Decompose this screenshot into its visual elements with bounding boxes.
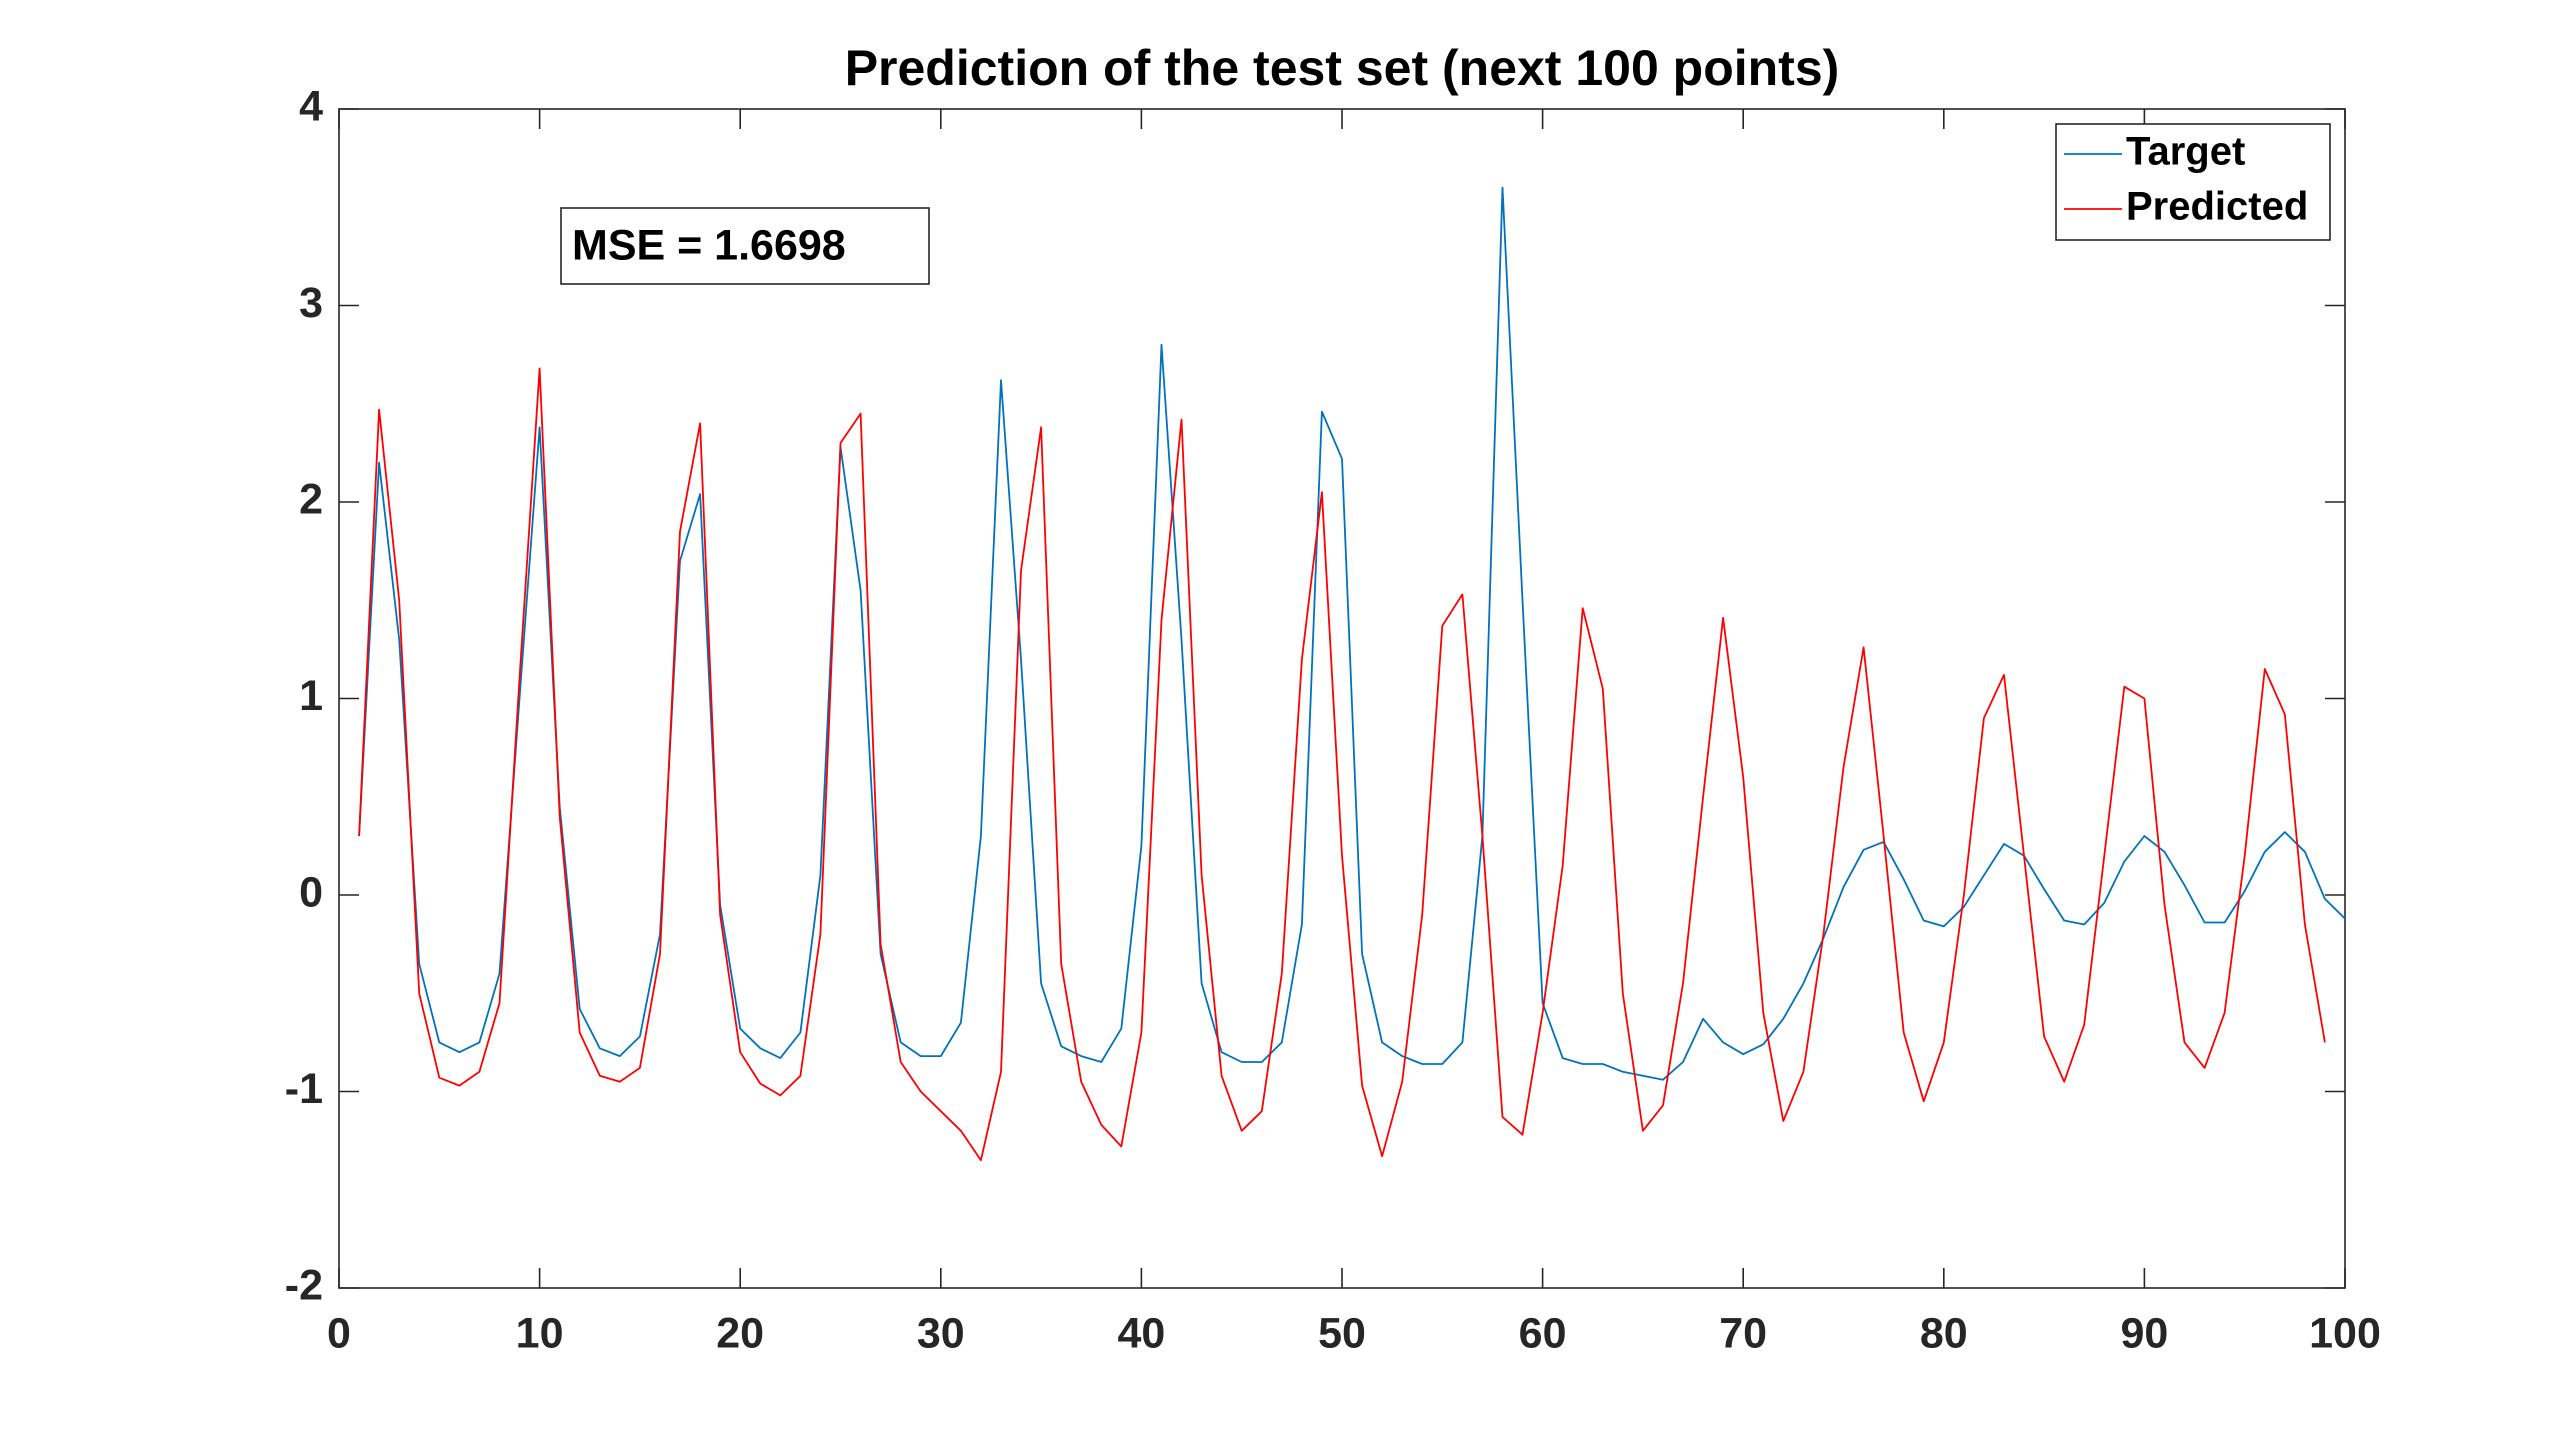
- plot-area: [338, 108, 2346, 1289]
- y-tick-label: -1: [285, 1065, 323, 1113]
- chart-title: Prediction of the test set (next 100 poi…: [845, 40, 1840, 96]
- x-tick-label: 20: [716, 1309, 764, 1357]
- y-tick-label: -2: [285, 1261, 323, 1309]
- x-tick-label: 90: [2120, 1309, 2168, 1357]
- annotation-box: [560, 207, 930, 285]
- x-tick-label: 100: [2309, 1309, 2381, 1357]
- legend-box: [2055, 123, 2331, 241]
- x-tick-label: 70: [1719, 1309, 1767, 1357]
- y-tick-label: 2: [299, 475, 323, 523]
- x-tick-label: 80: [1920, 1309, 1968, 1357]
- x-tick-label: 40: [1117, 1309, 1165, 1357]
- x-tick-label: 10: [516, 1309, 564, 1357]
- x-tick-label: 0: [327, 1309, 351, 1357]
- x-tick-label: 30: [917, 1309, 965, 1357]
- y-tick-label: 3: [299, 279, 323, 327]
- line-series: [358, 186, 2346, 1081]
- legend-label: Target: [2126, 130, 2245, 174]
- annotation: MSE = 1.6698: [572, 221, 846, 269]
- y-tick-label: 1: [299, 672, 323, 720]
- x-tick-label: 60: [1519, 1309, 1567, 1357]
- y-tick-label: 0: [299, 868, 323, 916]
- line-series: [358, 367, 2326, 1162]
- x-tick-label: 50: [1318, 1309, 1366, 1357]
- legend-label: Predicted: [2126, 185, 2308, 229]
- y-tick-label: 4: [299, 82, 323, 130]
